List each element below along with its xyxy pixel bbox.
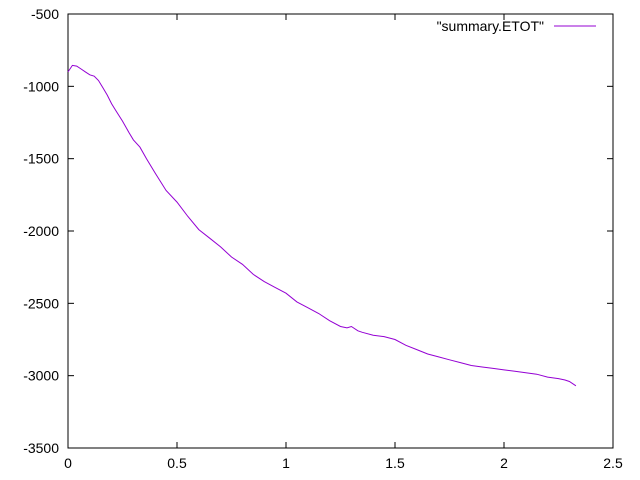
legend-label: "summary.ETOT" (437, 18, 544, 34)
x-tick-label: 1 (282, 455, 290, 471)
y-tick-label: -2500 (23, 295, 59, 311)
y-tick-label: -1500 (23, 151, 59, 167)
series-layer (67, 64, 577, 387)
x-tick-label: 1.5 (385, 455, 405, 471)
x-tick-label: 2 (500, 455, 508, 471)
y-tick-label: -500 (31, 6, 59, 22)
x-tick-label: 0 (64, 455, 72, 471)
x-axis: 0 0.5 1 1.5 2 2.5 (64, 14, 623, 471)
y-tick-label: -3000 (23, 368, 59, 384)
y-tick-label: -3500 (23, 440, 59, 456)
x-tick-label: 2.5 (603, 455, 623, 471)
plot-frame (67, 13, 614, 449)
x-tick-label: 0.5 (167, 455, 187, 471)
y-tick-label: -1000 (23, 78, 59, 94)
y-tick-label: -2000 (23, 223, 59, 239)
y-axis: -500 -1000 -1500 -2000 -2500 -3000 -3500 (23, 6, 613, 456)
legend: "summary.ETOT" (437, 18, 596, 34)
series-line (67, 64, 577, 387)
